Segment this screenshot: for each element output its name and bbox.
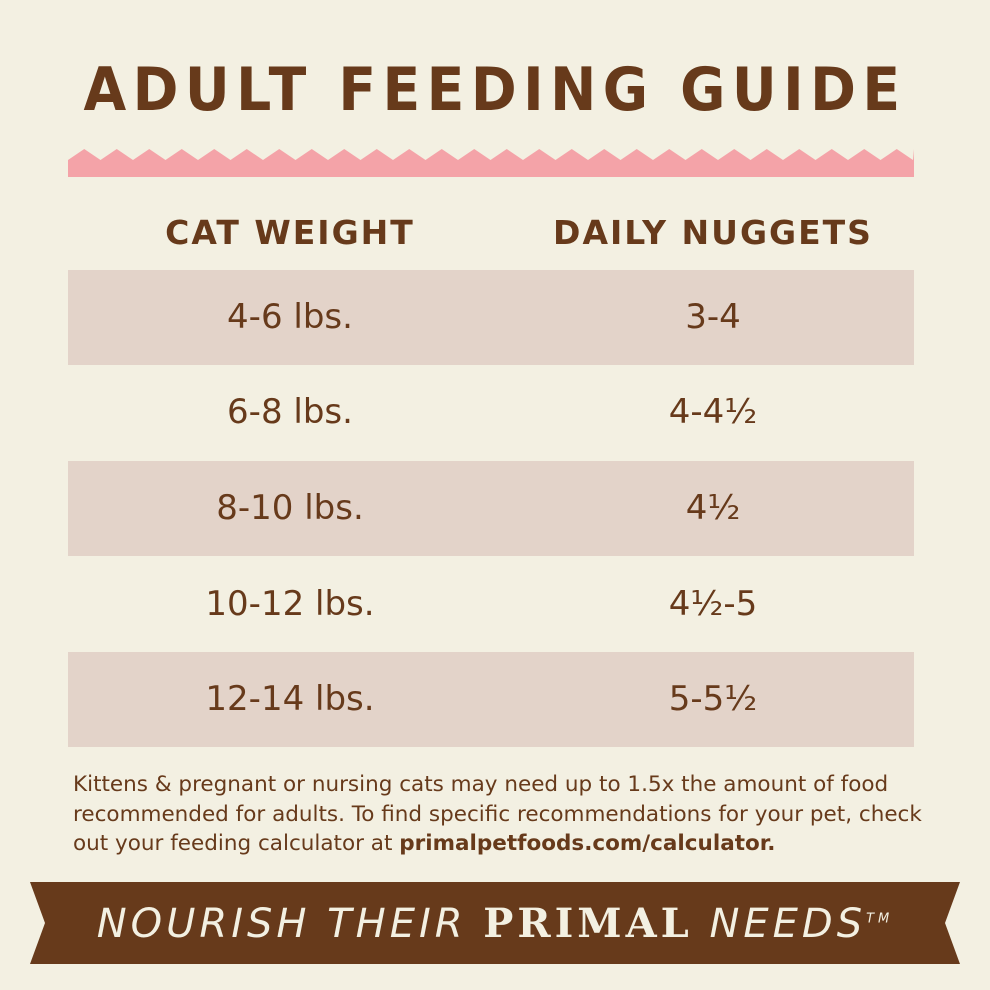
table-row: 6-8 lbs. 4-4½ [68,365,914,460]
nuggets-cell: 3-4 [685,297,741,337]
zigzag-divider [68,149,914,177]
tagline-banner [30,882,960,964]
table-row: 4-6 lbs. 3-4 [68,270,914,365]
header-cat-weight: CAT WEIGHT [165,213,415,252]
cat-weight-cell: 8-10 lbs. [216,488,364,528]
tagline-primal: PRIMAL [483,900,693,947]
nuggets-cell: 4½ [685,488,741,528]
table-row: 12-14 lbs. 5-5½ [68,652,914,747]
header-daily-nuggets: DAILY NUGGETS [553,213,873,252]
feeding-note: Kittens & pregnant or nursing cats may n… [73,770,933,859]
note-text: Kittens & pregnant or nursing cats may n… [73,772,922,856]
nuggets-cell: 4-4½ [668,392,758,432]
cat-weight-cell: 12-14 lbs. [205,679,375,719]
cat-weight-cell: 4-6 lbs. [227,297,353,337]
nuggets-cell: 5-5½ [668,679,758,719]
table-row: 8-10 lbs. 4½ [68,461,914,556]
tagline-part1: NOURISH THEIR [96,901,484,947]
nuggets-cell: 4½-5 [668,584,758,624]
cat-weight-cell: 6-8 lbs. [227,392,353,432]
tagline: NOURISH THEIR PRIMAL NEEDSTM [0,900,990,947]
trademark: TM [866,911,894,927]
cat-weight-cell: 10-12 lbs. [205,584,375,624]
tagline-part2: NEEDS [692,901,867,947]
table-row: 10-12 lbs. 4½-5 [68,557,914,652]
calculator-link[interactable]: primalpetfoods.com/calculator. [399,831,776,856]
page-title: ADULT FEEDING GUIDE [83,55,907,125]
